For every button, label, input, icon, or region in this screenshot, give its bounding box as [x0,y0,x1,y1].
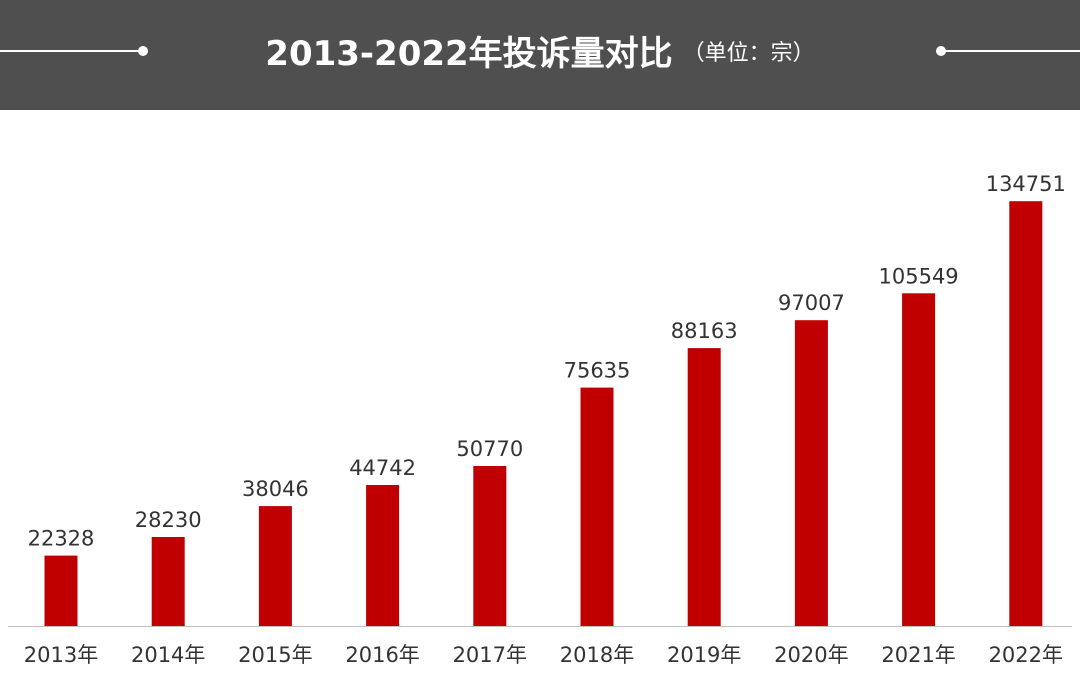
x-tick-label: 2020年 [774,643,848,667]
x-tick-label: 2019年 [667,643,741,667]
bar-value-label: 97007 [778,291,845,315]
bar-value-label: 105549 [879,264,959,288]
bar-2013年 [44,555,78,626]
x-tick-label: 2018年 [560,643,634,667]
bar-2021年 [902,293,936,626]
bar-2020年 [794,320,828,626]
bar-2017年 [473,466,507,626]
title-row: 2013-2022年投诉量对比 （单位：宗） [0,26,1080,75]
bar-2014年 [151,537,185,626]
x-tick-label: 2022年 [989,643,1063,667]
bar-2018年 [580,387,614,626]
decor-line-left [0,50,142,52]
bar-value-label: 75635 [564,359,631,383]
bar-2016年 [366,485,400,626]
bar-value-label: 88163 [671,319,738,343]
chart-header: 2013-2022年投诉量对比 （单位：宗） [0,0,1080,110]
bar-2015年 [258,506,292,626]
x-tick-label: 2013年 [24,643,98,667]
bar-value-label: 38046 [242,477,309,501]
x-tick-label: 2021年 [881,643,955,667]
decor-dot-left [138,46,148,56]
x-tick-label: 2015年 [238,643,312,667]
bar-value-label: 28230 [135,508,202,532]
x-tick-label: 2016年 [345,643,419,667]
chart-title: 2013-2022年投诉量对比 [265,34,673,74]
bar-value-label: 22328 [28,527,95,551]
bar-2022年 [1009,201,1043,626]
x-tick-label: 2014年 [131,643,205,667]
x-tick-label: 2017年 [453,643,527,667]
bar-value-label: 134751 [986,172,1066,196]
bar-value-label: 44742 [349,456,416,480]
decor-line-right [940,50,1080,52]
bar-2019年 [687,348,721,626]
chart-unit: （单位：宗） [682,40,815,66]
bar-value-label: 50770 [456,437,523,461]
